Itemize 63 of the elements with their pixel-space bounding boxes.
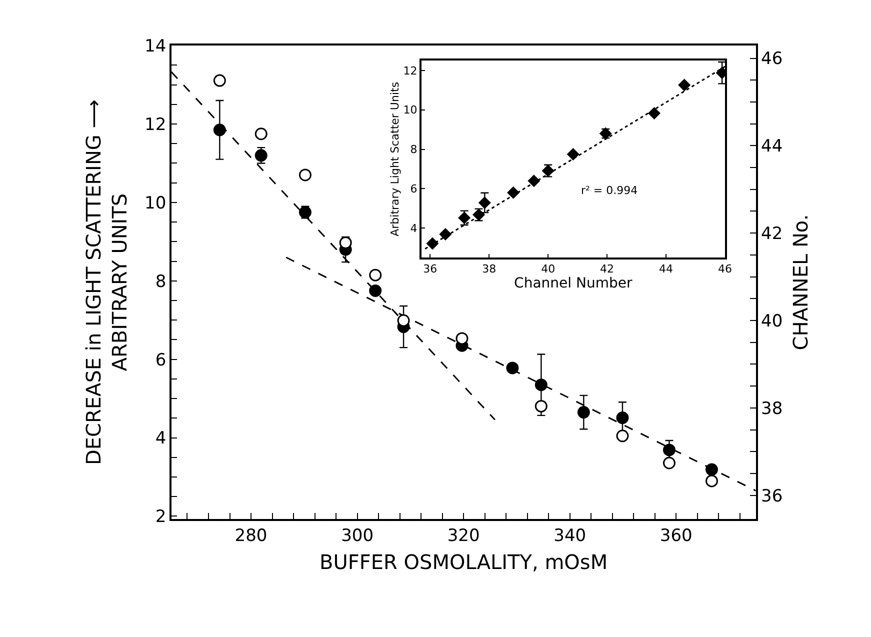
point	[213, 124, 226, 136]
y-tick-label: 8	[155, 272, 166, 292]
point	[706, 474, 718, 488]
point	[506, 362, 519, 374]
point	[426, 238, 438, 250]
x-tick-label: 46	[718, 262, 732, 276]
y-tick-label: 2	[155, 507, 166, 528]
point	[528, 174, 540, 187]
x-tick-label: 40	[541, 262, 556, 276]
y-tick-label: 10	[403, 104, 418, 117]
y-tick-label: 4	[410, 222, 418, 235]
point	[507, 186, 520, 199]
y-tick-label: 6	[410, 182, 418, 196]
point	[678, 79, 690, 92]
y-tick-label: 10	[144, 193, 166, 214]
x-tick-label: 340	[554, 526, 586, 546]
point	[534, 400, 548, 412]
point	[213, 74, 226, 87]
y2-tick-label: 38	[761, 398, 783, 419]
x-tick-label: 280	[234, 526, 268, 546]
point	[254, 128, 268, 140]
y-tick-label: 4	[155, 428, 166, 449]
x-tick-label: 44	[659, 262, 674, 276]
point	[397, 314, 410, 327]
x-axis-title: Channel Number	[514, 276, 632, 292]
point	[648, 107, 660, 120]
y-axis-title: Arbitrary Light Scatter Units	[388, 82, 402, 236]
point	[439, 228, 452, 240]
point	[577, 406, 590, 419]
point	[369, 284, 382, 297]
y-tick-label: 6	[155, 350, 166, 370]
point	[339, 236, 352, 249]
point	[478, 196, 491, 209]
y2-tick-label: 42	[761, 224, 783, 244]
point	[534, 378, 548, 392]
point	[369, 268, 382, 282]
y-tick-label: 12	[144, 114, 166, 135]
y2-axis-title: CHANNEL No.	[788, 214, 813, 350]
x-tick-label: 320	[447, 526, 480, 546]
point	[298, 168, 312, 182]
point	[662, 456, 676, 470]
x-tick-label: 38	[482, 262, 496, 276]
point	[706, 463, 718, 476]
y-axis-title: DECREASE in LIGHT SCATTERING ⟶ ARBITRARY UNITS	[82, 100, 132, 466]
y2-tick-label: 46	[761, 49, 783, 70]
annotation: r² = 0.994	[581, 184, 638, 197]
point	[567, 148, 580, 160]
y-tick-label: 14	[144, 36, 166, 57]
x-tick-label: 360	[660, 526, 692, 546]
x-axis-title: BUFFER OSMOLALITY, mOsM	[320, 550, 608, 574]
point	[616, 412, 629, 424]
point	[254, 149, 268, 162]
y2-tick-label: 36	[761, 486, 783, 506]
point	[456, 332, 468, 345]
point	[662, 444, 676, 456]
y2-tick-label: 44	[761, 136, 783, 157]
point	[616, 430, 629, 442]
y-tick-label: 8	[410, 143, 418, 156]
x-tick-label: 300	[341, 526, 374, 546]
y-tick-label: 12	[403, 64, 418, 78]
x-tick-label: 42	[600, 262, 614, 276]
x-tick-label: 36	[423, 262, 438, 276]
y2-tick-label: 40	[761, 311, 783, 332]
